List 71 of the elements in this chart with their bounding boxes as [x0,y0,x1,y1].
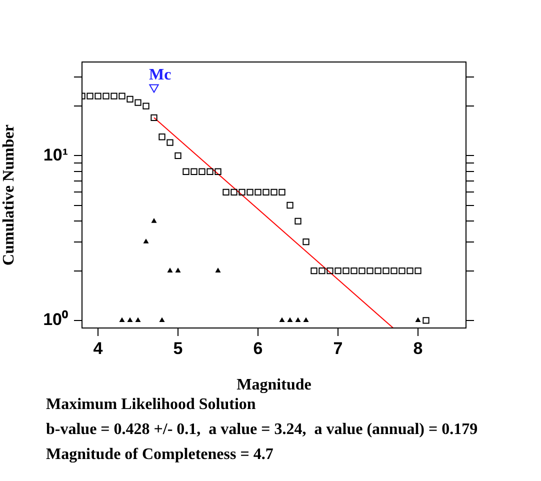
point [398,268,406,274]
point [118,92,126,100]
point [334,268,342,274]
point [190,168,198,175]
point [280,318,284,322]
point [390,268,398,274]
point [149,84,159,93]
x-tick-label: 8 [413,338,423,358]
point [406,268,414,274]
point [342,268,350,274]
point [152,218,156,223]
point [358,268,366,274]
point [216,268,220,272]
point [166,139,174,146]
point [286,202,294,209]
point [102,92,110,100]
x-tick-label: 5 [173,338,183,358]
point [278,188,286,196]
point [366,268,374,274]
x-tick-label: 7 [333,338,343,358]
text: b-value = 0.428 +/- 0.1, a value = 3.24, a value (annual) = 0.179 [46,421,478,439]
y-tick-label: 10¹ [43,145,68,164]
point [222,188,230,196]
point [304,318,308,322]
point [168,268,172,272]
x-tick-label: 4 [93,338,104,358]
point [288,318,292,322]
point [160,318,164,322]
text: Magnitude of Completeness = 4.7 [46,446,274,464]
x-tick-label: 6 [253,338,263,358]
point [182,168,190,175]
point [110,92,118,100]
point [246,188,254,196]
point [422,317,430,324]
point [136,318,140,322]
point [326,268,334,274]
point [126,96,134,103]
point [158,134,166,140]
point [176,268,180,272]
point [270,188,278,196]
point [382,268,390,274]
point [310,268,318,274]
point [238,188,246,196]
point [254,188,262,196]
point [294,218,302,225]
point [214,168,222,175]
point [374,268,382,274]
point [120,318,124,322]
point [414,268,422,274]
point [230,188,238,196]
point [150,114,158,121]
point [416,318,420,322]
point [134,99,142,106]
point [86,92,94,100]
point [174,152,182,159]
y-tick-label: 10⁰ [43,310,68,330]
point [262,188,270,196]
point [350,268,358,274]
point [142,102,150,110]
point [198,168,206,175]
point [144,239,148,244]
point [128,318,132,322]
point [302,238,310,246]
x-axis-title: Magnitude [236,376,312,394]
point [94,92,102,100]
y-axis-title: Cumulative Number [0,124,18,266]
series-label: Mc [149,66,172,84]
point [206,168,214,175]
text: Maximum Likelihood Solution [46,396,256,414]
point [318,268,326,274]
point [296,318,300,322]
